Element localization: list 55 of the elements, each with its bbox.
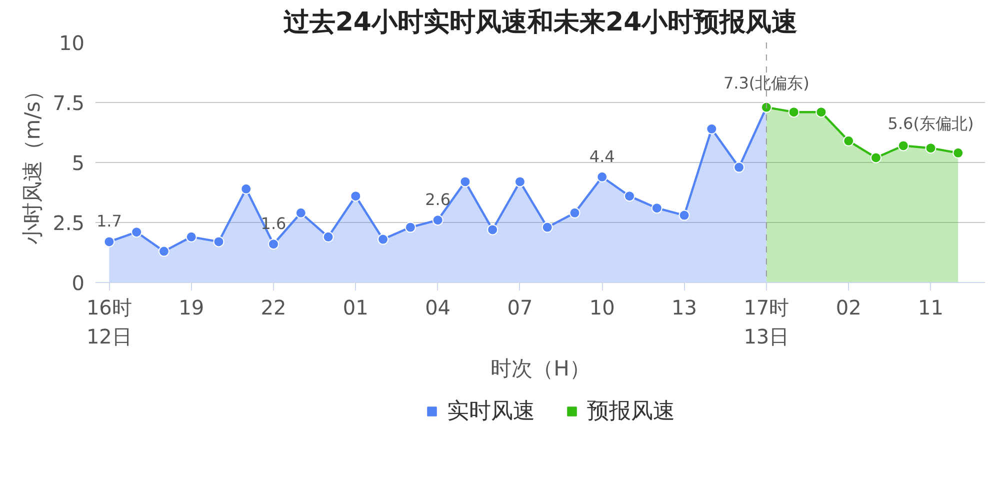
x-axis-title: 时次（H） bbox=[490, 356, 590, 380]
point bbox=[460, 176, 471, 188]
point bbox=[706, 123, 718, 134]
legend-label: 实时风速 bbox=[447, 398, 535, 426]
x-tick-label: 02 bbox=[836, 296, 862, 320]
x-tick-label: 22 bbox=[260, 296, 286, 320]
point bbox=[569, 207, 580, 218]
point bbox=[651, 202, 662, 214]
x-tick-label: 11 bbox=[918, 296, 944, 320]
y-tick-label: 0 bbox=[72, 271, 85, 295]
y-tick-label: 2.5 bbox=[52, 211, 85, 235]
point bbox=[870, 152, 882, 164]
y-tick-label: 10 bbox=[59, 31, 85, 55]
point bbox=[213, 236, 224, 248]
point bbox=[542, 222, 553, 233]
point bbox=[268, 238, 279, 250]
data-label: 7.3(北偏东) bbox=[723, 73, 810, 92]
legend-label: 预报风速 bbox=[587, 398, 675, 426]
data-label: 2.6 bbox=[425, 190, 451, 210]
point bbox=[925, 142, 936, 154]
point bbox=[432, 214, 444, 226]
point bbox=[158, 246, 170, 257]
data-label: 4.4 bbox=[589, 146, 615, 166]
point bbox=[596, 171, 608, 182]
point bbox=[816, 106, 827, 118]
x-tick-label: 07 bbox=[507, 296, 533, 320]
point bbox=[404, 222, 416, 233]
point bbox=[678, 210, 690, 221]
point bbox=[131, 226, 142, 238]
x-tick-label: 01 bbox=[342, 296, 368, 320]
x-tick-label: 13 bbox=[672, 296, 697, 320]
point bbox=[322, 231, 334, 242]
point bbox=[104, 236, 115, 248]
point bbox=[514, 176, 526, 188]
point bbox=[624, 190, 635, 202]
x-tick-label: 17时 13日 bbox=[744, 296, 790, 348]
y-axis-title: 小时风速（m/s） bbox=[20, 80, 45, 245]
data-label: 5.6(东偏北) bbox=[888, 114, 974, 134]
x-tick-label: 10 bbox=[589, 296, 615, 320]
x-tick-label: 19 bbox=[178, 296, 204, 320]
point bbox=[240, 183, 252, 194]
point bbox=[487, 224, 498, 236]
data-label: 1.7 bbox=[96, 212, 122, 231]
x-tick-label: 04 bbox=[425, 296, 451, 320]
point bbox=[734, 162, 745, 173]
point bbox=[952, 147, 964, 158]
x-tick-label: 16时 12日 bbox=[86, 296, 132, 348]
y-tick-label: 7.5 bbox=[52, 91, 85, 115]
y-tick-label: 5 bbox=[72, 151, 85, 175]
point bbox=[378, 234, 389, 245]
point bbox=[350, 190, 362, 202]
point bbox=[186, 231, 197, 242]
point bbox=[843, 135, 854, 146]
point bbox=[295, 207, 306, 218]
chart-title: 过去24小时实时风速和未来24小时预报风速 bbox=[282, 8, 798, 38]
